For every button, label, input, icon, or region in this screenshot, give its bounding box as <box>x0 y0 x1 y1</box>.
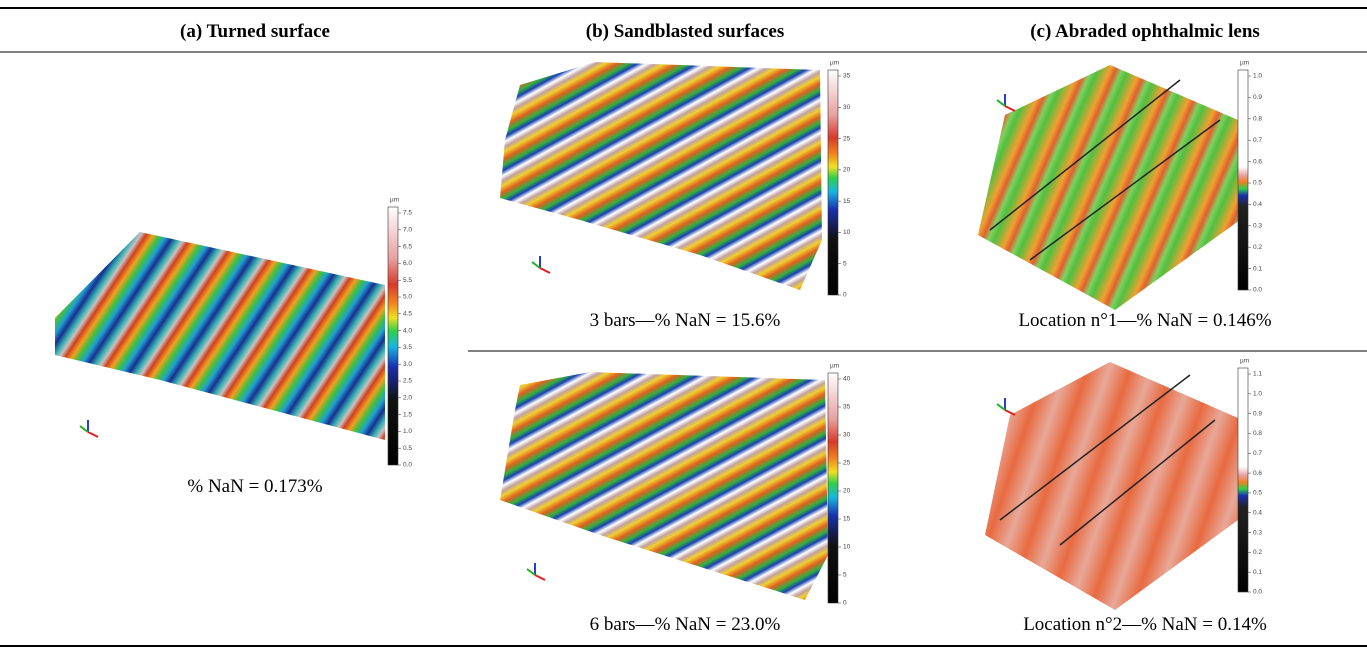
colorbar-tick-label: 0.2 <box>1253 549 1262 556</box>
colorbar-tick-label: 0.5 <box>1253 490 1262 497</box>
colorbar-tick-label: 0.7 <box>1253 450 1262 457</box>
colorbar-tick-label: 0.1 <box>1253 265 1262 272</box>
axis-triad <box>539 267 551 274</box>
colorbar-tick-label: 25 <box>843 135 851 142</box>
colorbar-tick-label: 0.6 <box>1253 470 1262 477</box>
colorbar <box>1237 367 1249 593</box>
colorbar-tick-label: 6.0 <box>403 260 412 267</box>
colorbar-tick-label: 0.3 <box>1253 529 1262 536</box>
colorbar-tick-label: 3.5 <box>403 344 412 351</box>
colorbar-tick-label: 1.0 <box>1253 391 1262 398</box>
colorbar-tick-label: 0.0 <box>403 462 412 469</box>
colorbar-tick-label: 6.5 <box>403 243 412 250</box>
colorbar-tick-label: 5.0 <box>403 294 412 301</box>
colorbar <box>827 372 839 604</box>
surface-image <box>978 65 1240 310</box>
colorbar-tick-label: 7.5 <box>403 210 412 217</box>
colorbar-tick-label: 0 <box>843 292 847 299</box>
surface-image <box>985 362 1238 610</box>
surface-image <box>55 232 385 440</box>
colorbar-tick-label: 5 <box>843 260 847 267</box>
colorbar-tick-label: 3.0 <box>403 361 412 368</box>
axis-triad <box>996 403 1006 411</box>
colorbar-tick-label: 5 <box>843 572 847 579</box>
column-heading: (c) Abraded ophthalmic lens <box>1030 21 1260 42</box>
colorbar-tick-label: 0.4 <box>1253 201 1262 208</box>
column-heading: (a) Turned surface <box>180 21 330 42</box>
caption: 3 bars—% NaN = 15.6% <box>590 310 781 331</box>
colorbar-tick-label: 0.0 <box>1253 287 1262 294</box>
colorbar-tick-label: 0.9 <box>1253 94 1262 101</box>
colorbar-tick-label: 30 <box>843 432 851 439</box>
colorbar-tick-label: 20 <box>843 488 851 495</box>
colorbar-tick-label: 20 <box>843 167 851 174</box>
axis-triad <box>531 261 541 269</box>
colorbar-unit: µm <box>390 197 399 204</box>
colorbar-tick-label: 35 <box>843 404 851 411</box>
axis-triad <box>534 574 546 581</box>
column-heading: (b) Sandblasted surfaces <box>586 21 784 42</box>
colorbar-tick-label: 0.1 <box>1253 569 1262 576</box>
axis-triad <box>87 431 99 438</box>
colorbar-tick-label: 0.5 <box>1253 180 1262 187</box>
axis-triad <box>996 99 1006 107</box>
scratches <box>989 79 1221 546</box>
colorbar-tick-label: 0.5 <box>403 445 412 452</box>
colorbar-tick-label: 30 <box>843 104 851 111</box>
colorbar-unit: µm <box>830 363 839 370</box>
colorbar-tick-label: 0.6 <box>1253 158 1262 165</box>
caption: Location n°1—% NaN = 0.146% <box>1018 310 1271 331</box>
colorbar-tick-label: 0.9 <box>1253 410 1262 417</box>
colorbar-unit: µm <box>1240 60 1249 67</box>
caption: % NaN = 0.173% <box>187 476 322 497</box>
colorbar-tick-label: 10 <box>843 229 851 236</box>
colorbar-tick-label: 0 <box>843 600 847 607</box>
axis-triad <box>526 568 536 576</box>
colorbar-tick-label: 2.0 <box>403 395 412 402</box>
colorbar-tick-label: 40 <box>843 376 851 383</box>
axis-triad <box>1004 409 1016 416</box>
colorbar-tick-label: 25 <box>843 460 851 467</box>
caption: 6 bars—% NaN = 23.0% <box>590 614 781 635</box>
surface-image <box>500 62 822 290</box>
axis-triad <box>79 425 89 433</box>
colorbar-tick-label: 10 <box>843 544 851 551</box>
colorbar-tick-label: 15 <box>843 198 851 205</box>
colorbar <box>827 69 839 296</box>
axis-triad <box>1004 105 1016 112</box>
colorbar-unit: µm <box>830 60 839 67</box>
colorbar-tick-label: 2.5 <box>403 378 412 385</box>
colorbar-unit: µm <box>1240 358 1249 365</box>
colorbar-tick-label: 15 <box>843 516 851 523</box>
colorbar-tick-label: 0.3 <box>1253 223 1262 230</box>
colorbar <box>387 206 399 466</box>
colorbar-tick-label: 1.0 <box>1253 73 1262 80</box>
colorbar-tick-label: 7.0 <box>403 227 412 234</box>
colorbar-tick-label: 0.8 <box>1253 116 1262 123</box>
colorbar-tick-label: 0.4 <box>1253 509 1262 516</box>
colorbar-tick-label: 4.0 <box>403 327 412 334</box>
colorbar-tick-label: 1.0 <box>403 428 412 435</box>
colorbar-tick-label: 0.0 <box>1253 589 1262 596</box>
colorbar-tick-label: 4.5 <box>403 311 412 318</box>
caption: Location n°2—% NaN = 0.14% <box>1023 614 1267 635</box>
colorbar-tick-label: 5.5 <box>403 277 412 284</box>
colorbar <box>1237 69 1249 291</box>
colorbar-tick-label: 35 <box>843 73 851 80</box>
colorbar-tick-label: 1.5 <box>403 411 412 418</box>
colorbar-tick-label: 0.2 <box>1253 244 1262 251</box>
colorbar-tick-label: 0.7 <box>1253 137 1262 144</box>
surface-image <box>500 372 828 600</box>
colorbar-tick-label: 1.1 <box>1253 371 1262 378</box>
colorbar-tick-label: 0.8 <box>1253 430 1262 437</box>
